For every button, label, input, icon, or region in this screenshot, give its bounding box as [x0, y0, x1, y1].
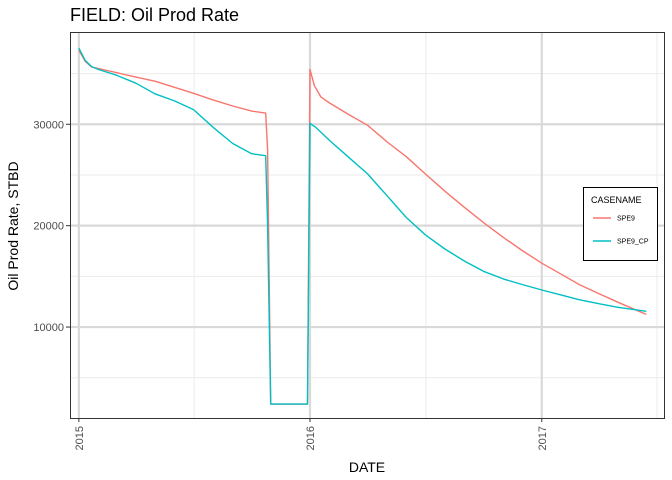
y-axis-title: Oil Prod Rate, STBD	[5, 161, 21, 290]
x-axis-title: DATE	[349, 459, 385, 475]
panel-border	[70, 32, 665, 419]
series-line-spe9	[78, 49, 647, 405]
legend: CASENAME SPE9 SPE9_CP	[583, 187, 658, 261]
x-tick-label: 2016	[305, 426, 317, 450]
legend-box	[583, 187, 658, 261]
series-layer	[78, 47, 647, 405]
y-tick-label: 20000	[33, 221, 64, 233]
y-tick-label: 30000	[33, 119, 64, 131]
x-axis: 2015 2016 2017	[74, 418, 549, 450]
series-line-spe9-cp	[78, 47, 647, 405]
x-tick-label: 2015	[74, 426, 86, 450]
y-tick-label: 10000	[33, 322, 64, 334]
y-axis: 10000 20000 30000	[33, 119, 70, 334]
minor-gridlines	[70, 32, 664, 418]
legend-title: CASENAME	[591, 195, 642, 205]
x-tick-label: 2017	[537, 426, 549, 450]
chart-title: FIELD: Oil Prod Rate	[70, 5, 239, 25]
legend-label: SPE9	[617, 216, 635, 223]
legend-label: SPE9_CP	[617, 239, 649, 246]
